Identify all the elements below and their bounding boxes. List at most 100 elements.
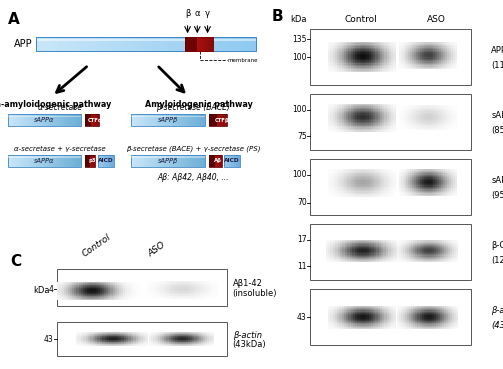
Bar	[420, 115, 422, 116]
Bar	[366, 125, 369, 126]
Bar	[362, 260, 364, 261]
Bar	[89, 284, 92, 286]
Bar	[424, 129, 426, 130]
Bar	[434, 314, 436, 315]
Bar	[188, 335, 190, 336]
Bar	[169, 333, 171, 334]
Bar	[440, 242, 442, 243]
Bar	[88, 334, 91, 335]
Bar	[389, 313, 391, 314]
Bar	[353, 174, 355, 176]
Bar	[436, 316, 438, 317]
Bar	[416, 105, 418, 106]
Bar	[453, 113, 455, 114]
Bar	[397, 324, 399, 325]
Bar	[404, 110, 407, 111]
Bar	[188, 155, 191, 167]
Bar	[113, 292, 115, 293]
Bar	[407, 313, 409, 314]
Bar	[456, 261, 458, 262]
Bar	[366, 68, 369, 69]
Bar	[107, 337, 110, 338]
Bar	[389, 129, 391, 130]
Bar	[124, 339, 126, 340]
Bar	[376, 255, 379, 256]
Bar	[344, 179, 346, 180]
Bar	[388, 248, 391, 249]
Bar	[138, 290, 141, 291]
Bar	[154, 282, 158, 284]
Bar	[360, 176, 362, 177]
Bar	[412, 185, 414, 187]
Bar	[200, 284, 203, 285]
Bar	[199, 338, 201, 339]
Bar	[402, 128, 405, 129]
Bar	[344, 309, 346, 310]
Bar	[328, 316, 330, 317]
Bar	[335, 186, 337, 187]
Bar	[357, 325, 360, 327]
Bar	[119, 289, 122, 290]
Bar	[83, 287, 86, 288]
Bar	[402, 57, 405, 59]
Bar	[450, 307, 452, 308]
Bar	[436, 56, 438, 57]
Bar	[175, 294, 178, 296]
Bar	[373, 119, 376, 120]
Bar	[104, 293, 107, 294]
Bar	[346, 315, 349, 316]
Bar	[102, 289, 105, 290]
Bar	[330, 129, 333, 130]
Bar	[402, 121, 405, 123]
Bar	[337, 187, 340, 188]
Bar	[149, 336, 151, 337]
Bar	[439, 42, 442, 44]
Bar	[384, 317, 387, 318]
Bar	[171, 337, 173, 338]
Bar	[443, 65, 445, 67]
Bar	[85, 284, 88, 286]
Bar	[373, 45, 376, 46]
Bar	[405, 320, 407, 321]
Bar	[436, 42, 438, 44]
Bar	[410, 55, 412, 56]
Bar	[432, 317, 434, 318]
Bar	[348, 325, 351, 327]
Bar	[415, 328, 417, 329]
Bar	[412, 188, 414, 189]
Bar	[395, 250, 398, 251]
Bar	[384, 309, 387, 310]
Bar	[366, 104, 369, 105]
Bar	[403, 245, 405, 246]
Bar	[355, 174, 358, 176]
Bar	[448, 245, 450, 246]
Bar	[158, 337, 160, 338]
Bar	[450, 252, 452, 253]
Bar	[342, 183, 344, 184]
Bar	[342, 65, 344, 66]
Bar	[362, 113, 364, 115]
Bar	[325, 251, 328, 252]
Bar	[403, 322, 405, 323]
Bar	[121, 282, 124, 283]
Bar	[117, 337, 119, 338]
Bar	[430, 248, 432, 249]
Bar	[94, 287, 96, 289]
Bar	[130, 292, 132, 293]
Bar	[391, 307, 393, 308]
Bar	[59, 295, 62, 296]
Bar	[443, 44, 445, 45]
Bar	[454, 309, 456, 310]
Bar	[335, 118, 337, 119]
Bar	[332, 126, 335, 127]
Bar	[92, 282, 94, 283]
Bar	[351, 306, 353, 307]
Bar	[411, 241, 413, 242]
Bar	[189, 290, 192, 292]
Bar	[380, 316, 382, 317]
Bar	[450, 246, 452, 247]
Bar	[369, 116, 371, 118]
Bar	[87, 294, 90, 295]
Bar	[371, 183, 373, 184]
Bar	[59, 290, 62, 291]
